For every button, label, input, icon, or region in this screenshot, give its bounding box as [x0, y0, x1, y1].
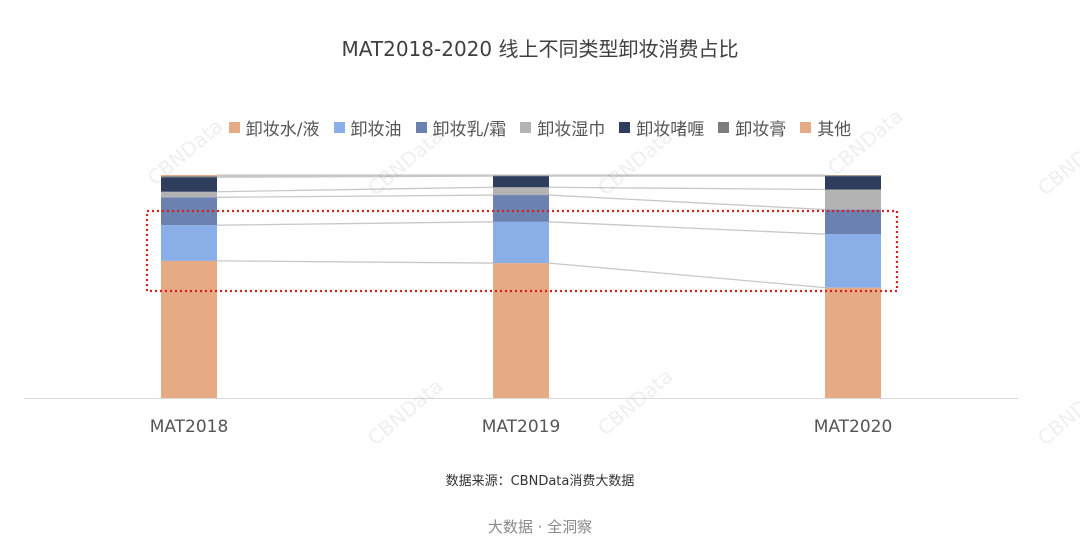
- footer-slogan: 大数据 · 全洞察: [487, 518, 593, 536]
- highlight-box: [145, 209, 899, 293]
- bar-segment: [825, 175, 881, 177]
- bar-segment: [825, 234, 881, 288]
- x-tick-label: MAT2018: [150, 417, 229, 437]
- legend-swatch: [718, 122, 730, 133]
- legend-label: 卸妆水/液: [245, 120, 320, 140]
- legend-label: 卸妆啫喱: [636, 120, 705, 140]
- legend-swatch: [333, 122, 345, 133]
- connector-line: [216, 194, 494, 198]
- bar-segment: [825, 189, 881, 210]
- legend-label: 其他: [817, 120, 852, 140]
- legend-label: 卸妆膏: [735, 120, 787, 140]
- legend-swatch: [228, 122, 240, 133]
- bar-segment: [161, 225, 217, 261]
- bar-segment: [493, 187, 549, 196]
- bar-segment: [493, 221, 549, 264]
- bar-segment: [493, 176, 549, 188]
- bar-segment: [493, 263, 549, 398]
- connector-line: [216, 221, 494, 226]
- bar-segment: [493, 175, 549, 177]
- bar-segment: [161, 176, 217, 178]
- legend-swatch: [415, 122, 427, 133]
- bar-segment: [825, 176, 881, 190]
- bar-segment: [825, 209, 881, 235]
- legend-item: 卸妆乳/霜: [415, 115, 507, 140]
- bar-segment: [825, 287, 881, 398]
- data-source-note: 数据来源：CBNData消费大数据: [445, 474, 635, 489]
- chart-legend: 卸妆水/液 卸妆油 卸妆乳/霜 卸妆湿巾 卸妆啫喱 卸妆膏 其他: [0, 115, 1080, 140]
- connector-line: [548, 262, 826, 289]
- bar-segment: [161, 177, 217, 192]
- connector-line: [548, 186, 826, 191]
- bar-segment: [161, 260, 217, 398]
- legend-swatch: [520, 122, 532, 133]
- bar-segment: [493, 195, 549, 222]
- legend-swatch: [800, 122, 812, 133]
- legend-swatch: [619, 122, 631, 133]
- legend-label: 卸妆油: [350, 120, 402, 140]
- legend-label: 卸妆乳/霜: [432, 120, 507, 140]
- connector-line: [216, 186, 494, 193]
- legend-item: 其他: [800, 115, 851, 140]
- legend-item: 卸妆水/液: [228, 115, 320, 140]
- legend-item: 卸妆油: [333, 115, 402, 140]
- connector-line: [216, 175, 494, 178]
- connector-line: [216, 260, 494, 264]
- x-tick-label: MAT2020: [814, 417, 893, 437]
- legend-label: 卸妆湿巾: [537, 120, 606, 140]
- legend-item: 卸妆膏: [718, 115, 786, 140]
- legend-item: 卸妆湿巾: [520, 115, 605, 140]
- chart-title: MAT2018-2020 线上不同类型卸妆消费占比: [341, 37, 739, 61]
- x-tick-label: MAT2019: [482, 417, 561, 437]
- bar-segment: [161, 191, 217, 198]
- connector-line: [548, 221, 826, 235]
- bar-segment: [161, 175, 217, 177]
- legend-item: 卸妆啫喱: [619, 115, 704, 140]
- connector-line: [548, 194, 826, 211]
